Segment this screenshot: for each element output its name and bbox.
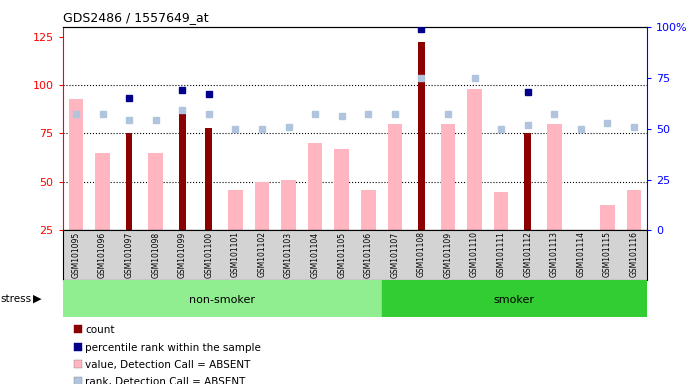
Text: GSM101108: GSM101108 [417, 232, 426, 277]
Text: GSM101110: GSM101110 [470, 232, 479, 277]
Text: GSM101113: GSM101113 [550, 232, 559, 277]
Bar [95, 153, 110, 230]
Text: rank, Detection Call = ABSENT: rank, Detection Call = ABSENT [85, 377, 245, 384]
Text: GSM101095: GSM101095 [72, 232, 81, 278]
Text: smoker: smoker [494, 295, 535, 305]
Text: GSM101106: GSM101106 [364, 232, 373, 278]
Text: non-smoker: non-smoker [189, 295, 255, 305]
Bar [228, 190, 243, 230]
Text: ▶: ▶ [33, 293, 42, 304]
Text: GSM101115: GSM101115 [603, 232, 612, 277]
Text: GSM101101: GSM101101 [231, 232, 240, 277]
Bar [179, 114, 186, 230]
Text: GSM101102: GSM101102 [258, 232, 267, 277]
Bar [126, 134, 132, 230]
Text: GSM101114: GSM101114 [576, 232, 585, 277]
Text: GSM101116: GSM101116 [629, 232, 638, 277]
Text: GSM101097: GSM101097 [125, 232, 134, 278]
Bar [255, 182, 269, 230]
Text: GSM101100: GSM101100 [205, 232, 213, 278]
Bar [388, 124, 402, 230]
Text: GSM101099: GSM101099 [177, 232, 187, 278]
Text: GSM101109: GSM101109 [443, 232, 452, 278]
Bar [524, 134, 531, 230]
Bar [494, 192, 509, 230]
Text: count: count [85, 325, 114, 335]
Text: GSM101105: GSM101105 [337, 232, 346, 278]
Bar [69, 99, 84, 230]
Text: GSM101103: GSM101103 [284, 232, 293, 278]
Bar [626, 190, 641, 230]
Bar [148, 153, 163, 230]
Bar [63, 280, 381, 317]
Bar [308, 143, 322, 230]
Bar [547, 124, 562, 230]
Bar [600, 205, 615, 230]
Bar [467, 89, 482, 230]
Bar [381, 280, 647, 317]
Text: GSM101111: GSM101111 [497, 232, 505, 277]
Bar [205, 127, 212, 230]
Text: value, Detection Call = ABSENT: value, Detection Call = ABSENT [85, 360, 251, 370]
Text: GSM101098: GSM101098 [151, 232, 160, 278]
Text: GDS2486 / 1557649_at: GDS2486 / 1557649_at [63, 12, 208, 25]
Text: GSM101107: GSM101107 [390, 232, 400, 278]
Text: GSM101096: GSM101096 [98, 232, 107, 278]
Text: percentile rank within the sample: percentile rank within the sample [85, 343, 261, 353]
Bar [361, 190, 376, 230]
Bar [334, 149, 349, 230]
Bar [281, 180, 296, 230]
Text: stress: stress [1, 293, 32, 304]
Text: GSM101104: GSM101104 [310, 232, 319, 278]
Bar [441, 124, 455, 230]
Text: GSM101112: GSM101112 [523, 232, 532, 277]
Bar [418, 42, 425, 230]
